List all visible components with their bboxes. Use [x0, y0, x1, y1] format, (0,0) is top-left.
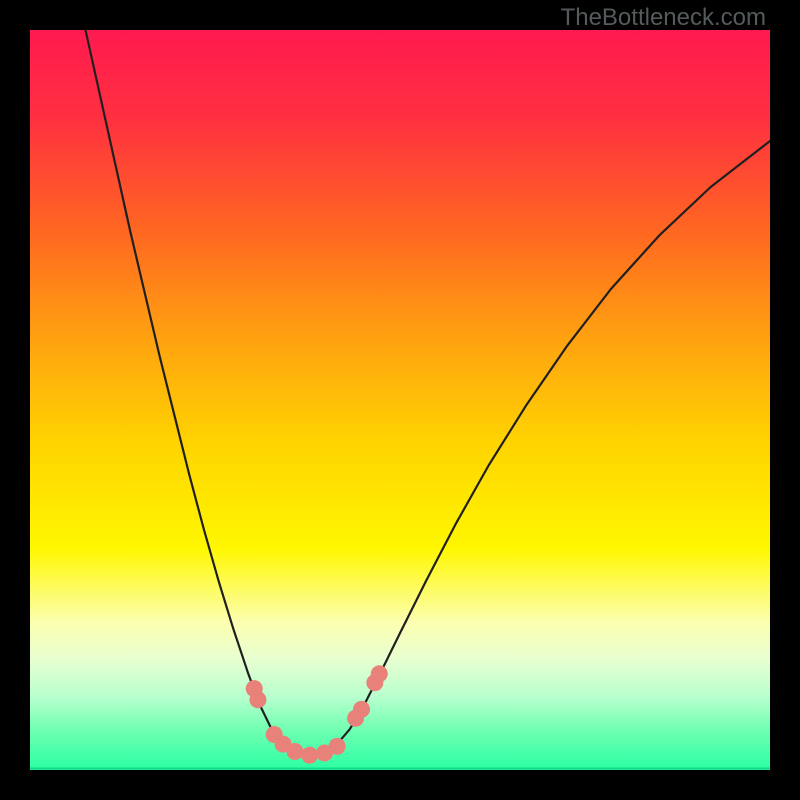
curve-marker [329, 738, 346, 755]
chart-frame: TheBottleneck.com [0, 0, 800, 800]
curve-marker [286, 743, 303, 760]
curve-marker [371, 665, 388, 682]
curve-marker [249, 691, 266, 708]
watermark-text: TheBottleneck.com [561, 4, 766, 32]
curve-marker [353, 701, 370, 718]
plot-area [30, 30, 770, 770]
gradient-background [30, 30, 770, 770]
curve-marker [301, 747, 318, 764]
plot-svg [30, 30, 770, 770]
